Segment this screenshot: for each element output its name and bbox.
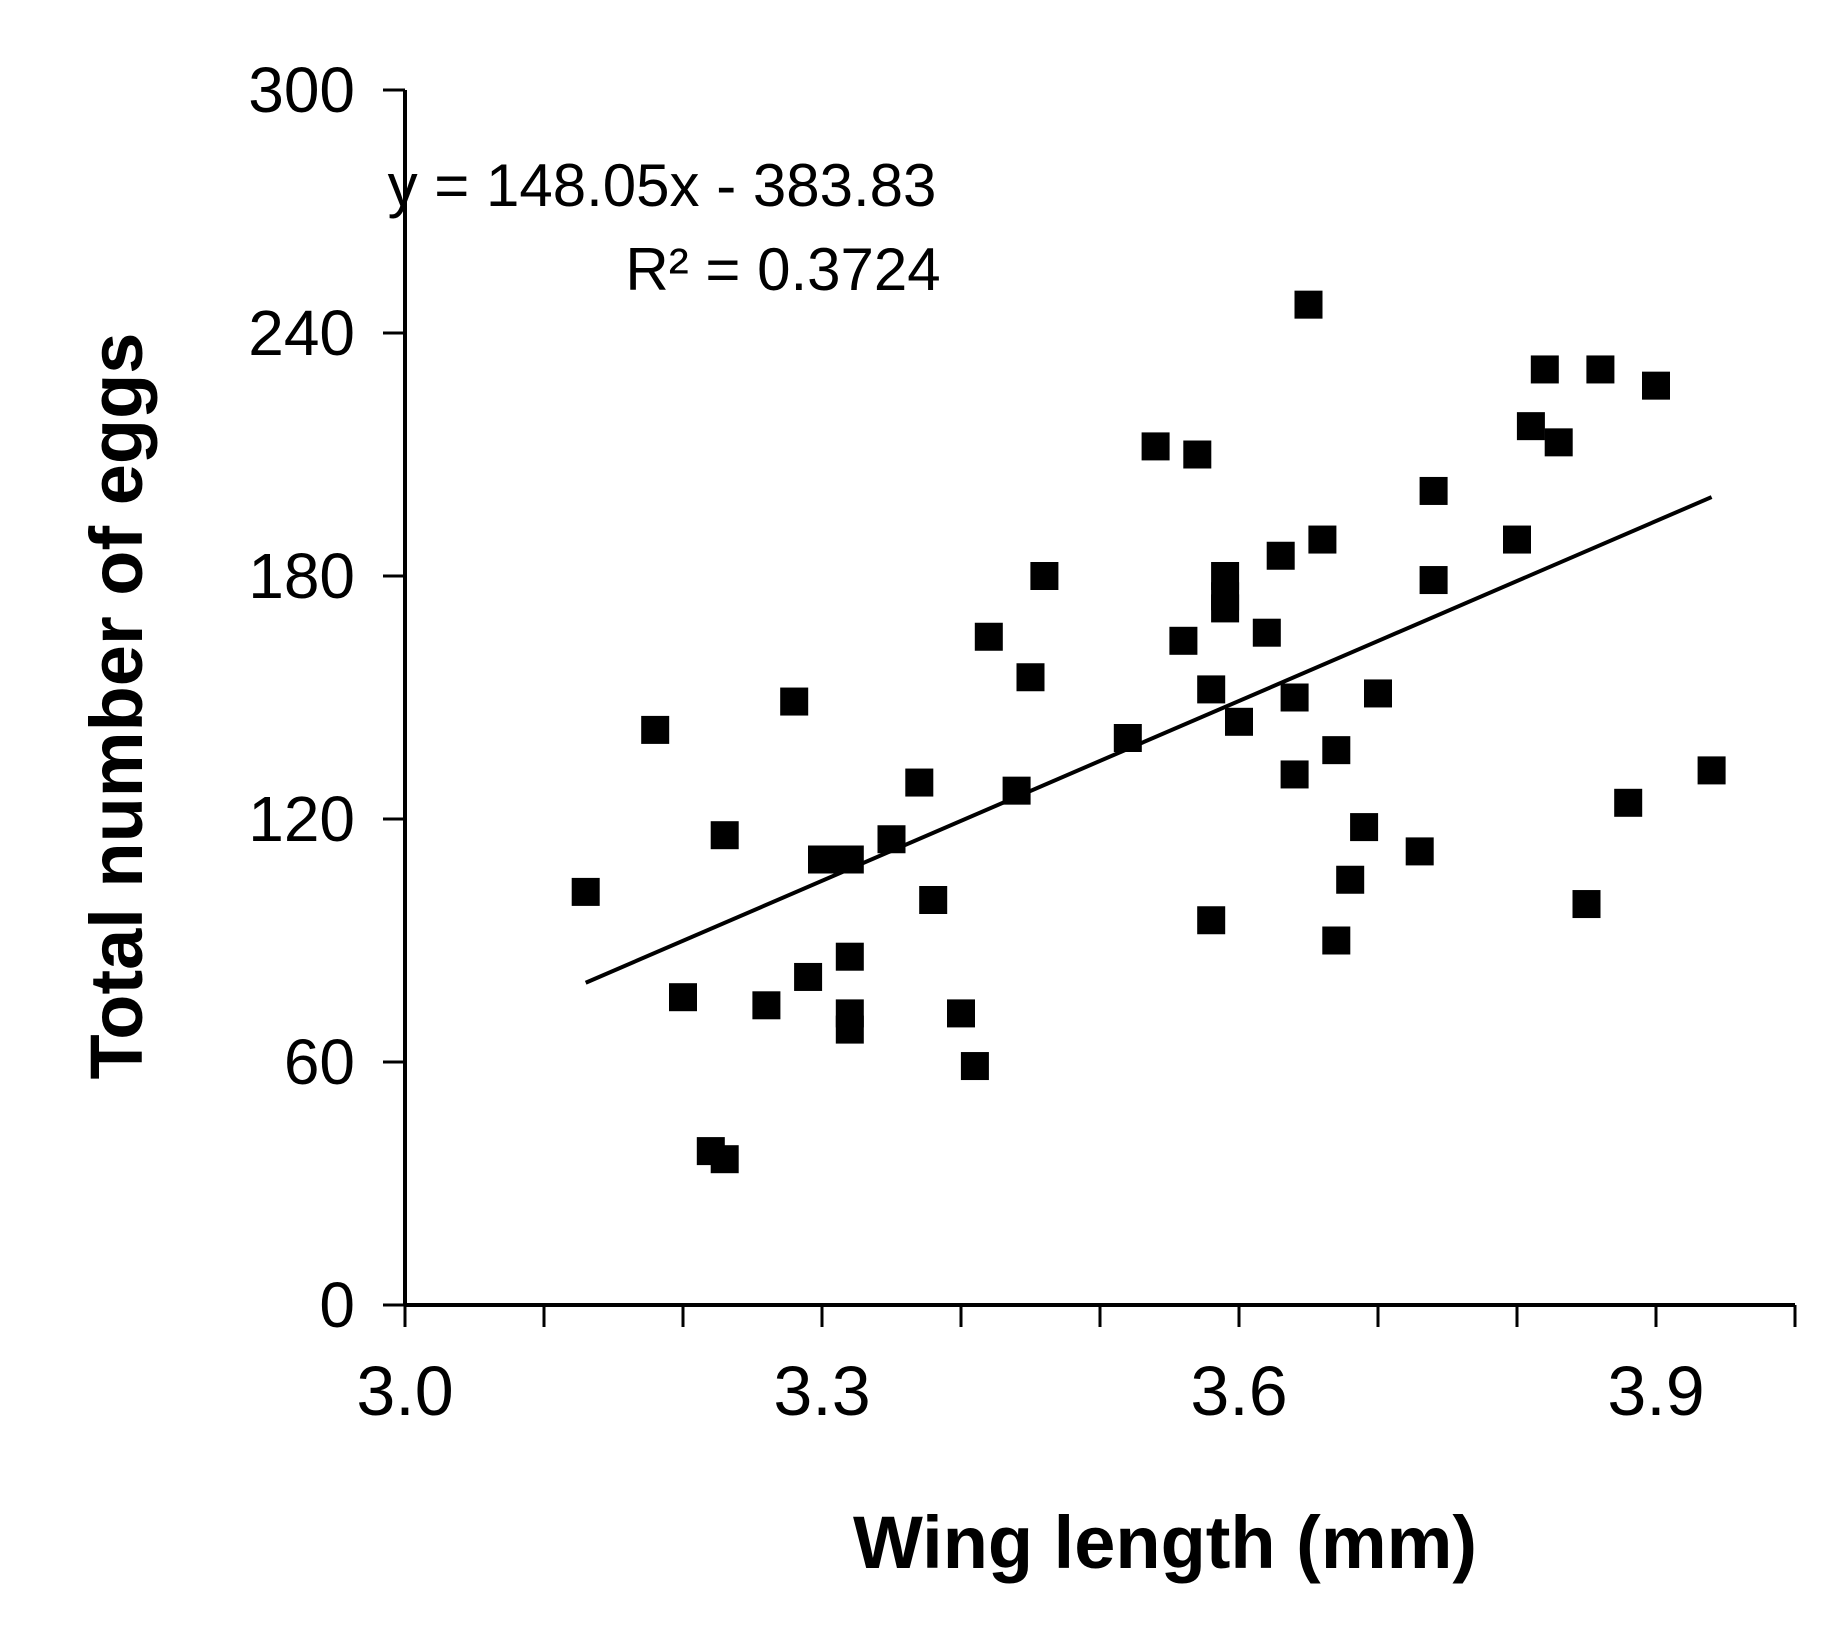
- data-point: [960, 1052, 989, 1081]
- data-point: [1252, 618, 1281, 647]
- data-point: [1169, 626, 1198, 655]
- y-tick-label: 60: [284, 1026, 355, 1098]
- data-point: [1419, 476, 1448, 505]
- data-point: [710, 821, 739, 850]
- data-point: [780, 687, 809, 716]
- data-point: [1211, 594, 1240, 623]
- data-point: [794, 962, 823, 991]
- data-point: [947, 999, 975, 1028]
- data-point: [1280, 760, 1309, 789]
- data-point: [1197, 906, 1226, 935]
- data-point: [1197, 675, 1226, 704]
- data-point: [1183, 440, 1212, 469]
- plot-area: 0 60 120 180 240 300 3.0 3.3 3.6 3.9: [248, 54, 1797, 1430]
- data-point: [571, 877, 600, 906]
- data-points: [571, 290, 1726, 1174]
- data-point: [1642, 371, 1670, 400]
- data-point: [1336, 865, 1365, 894]
- data-point: [1113, 724, 1142, 752]
- data-point: [1516, 412, 1545, 441]
- y-tick-label: 0: [319, 1269, 355, 1341]
- data-point: [1225, 707, 1253, 736]
- data-point: [1002, 776, 1031, 805]
- data-point: [919, 886, 948, 914]
- data-point: [710, 1145, 739, 1174]
- data-point: [1141, 432, 1170, 461]
- y-tick-label: 180: [248, 540, 355, 612]
- data-point: [641, 715, 670, 744]
- data-point: [1697, 756, 1726, 785]
- data-point: [1294, 290, 1323, 319]
- data-point: [905, 768, 934, 797]
- x-tick-label: 3.9: [1607, 1352, 1704, 1430]
- data-point: [1322, 926, 1351, 955]
- data-point: [1266, 541, 1295, 570]
- data-point: [1572, 890, 1601, 919]
- data-point: [1016, 663, 1045, 692]
- x-tick-label: 3.3: [773, 1352, 870, 1430]
- x-axis-title: Wing length (mm): [853, 1501, 1477, 1584]
- r-squared-label: R² = 0.3724: [625, 236, 940, 303]
- x-tick-label: 3.6: [1190, 1352, 1287, 1430]
- data-point: [669, 983, 697, 1012]
- y-tick-label: 120: [248, 783, 355, 855]
- data-point: [1530, 355, 1559, 384]
- data-point: [1586, 355, 1615, 384]
- x-tick-label: 3.0: [356, 1352, 453, 1430]
- data-point: [835, 942, 864, 971]
- y-tick-label: 240: [248, 297, 355, 369]
- data-point: [752, 991, 781, 1020]
- y-tick-label: 300: [248, 54, 355, 126]
- data-point: [1419, 566, 1448, 595]
- x-axis-ticks: 3.0 3.3 3.6 3.9: [356, 1305, 1797, 1430]
- data-point: [1405, 837, 1434, 866]
- y-axis-title: Total number of eggs: [75, 333, 158, 1080]
- y-axis-ticks: 0 60 120 180 240 300: [248, 54, 405, 1341]
- trendline: [584, 495, 1713, 985]
- data-point: [1308, 525, 1337, 554]
- data-point: [974, 622, 1003, 651]
- data-point: [835, 845, 864, 874]
- data-point: [1544, 428, 1573, 457]
- data-point: [1280, 683, 1309, 712]
- data-point: [1322, 736, 1351, 765]
- data-point: [1030, 562, 1059, 590]
- data-point: [1614, 788, 1643, 817]
- data-point: [808, 845, 836, 874]
- data-point: [1364, 679, 1392, 708]
- trendline-equation: y = 148.05x - 383.83: [388, 152, 937, 219]
- data-point: [1503, 525, 1531, 554]
- data-point: [835, 1015, 864, 1044]
- data-point: [1350, 813, 1379, 842]
- data-point: [877, 825, 906, 854]
